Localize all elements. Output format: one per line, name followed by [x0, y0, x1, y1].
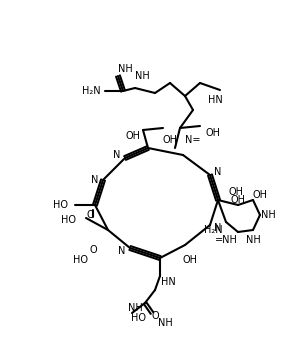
Text: O: O — [151, 311, 159, 321]
Text: N: N — [91, 175, 99, 185]
Text: NH: NH — [128, 303, 142, 313]
Text: OH: OH — [125, 131, 141, 141]
Text: OH: OH — [162, 135, 177, 145]
Text: O: O — [89, 245, 97, 255]
Text: N=: N= — [185, 135, 201, 145]
Text: OH: OH — [205, 128, 220, 138]
Text: NH: NH — [158, 318, 172, 328]
Text: HO: HO — [131, 313, 146, 323]
Text: OH: OH — [228, 187, 243, 197]
Text: O: O — [86, 210, 94, 220]
Text: NH: NH — [246, 235, 260, 245]
Text: HN: HN — [161, 277, 175, 287]
Text: OH: OH — [253, 190, 267, 200]
Text: OH: OH — [230, 195, 245, 205]
Text: HN: HN — [208, 95, 222, 105]
Text: HO: HO — [73, 255, 88, 265]
Text: H₂N: H₂N — [82, 86, 100, 96]
Text: NH: NH — [261, 210, 275, 220]
Text: NH: NH — [118, 64, 132, 74]
Text: OH: OH — [183, 255, 197, 265]
Text: N: N — [118, 246, 126, 256]
Text: H₂N: H₂N — [204, 225, 222, 235]
Text: NH: NH — [135, 71, 149, 81]
Text: HO: HO — [53, 200, 67, 210]
Text: N: N — [214, 223, 222, 233]
Text: =NH: =NH — [215, 235, 237, 245]
Text: HO: HO — [61, 215, 75, 225]
Text: N: N — [113, 150, 121, 160]
Text: N: N — [214, 167, 222, 177]
